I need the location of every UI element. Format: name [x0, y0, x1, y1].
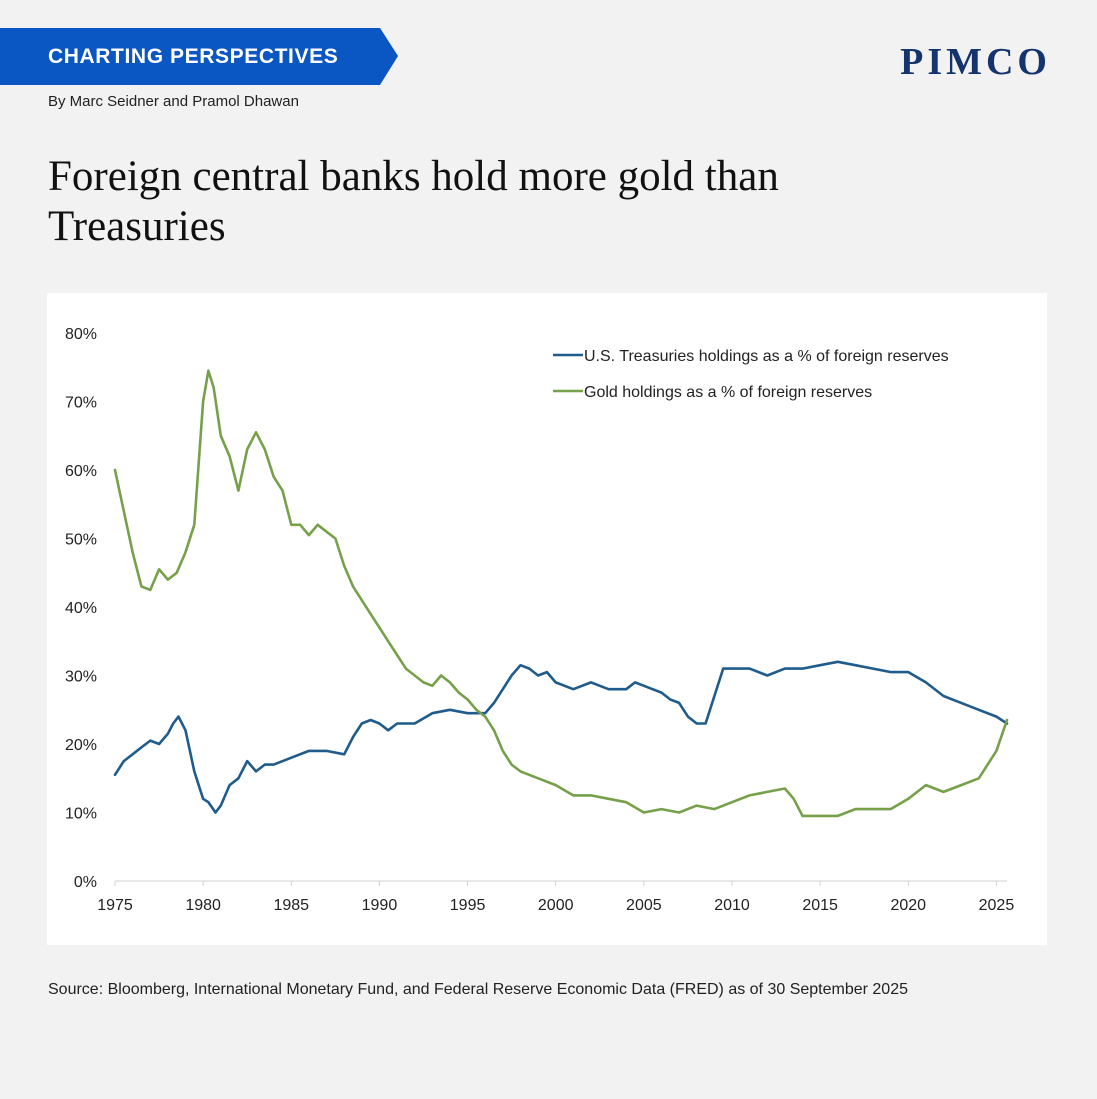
y-tick-label: 10%	[65, 806, 97, 823]
legend-label-gold: Gold holdings as a % of foreign reserves	[584, 384, 872, 401]
y-tick-label: 0%	[74, 874, 97, 891]
x-tick-label: 2010	[714, 897, 750, 914]
x-tick-label: 2015	[802, 897, 838, 914]
y-tick-label: 80%	[65, 326, 97, 343]
page-title: Foreign central banks hold more gold tha…	[48, 152, 1048, 252]
byline: By Marc Seidner and Pramol Dhawan	[48, 93, 299, 110]
treasuries-series-line	[113, 660, 1009, 814]
y-tick-label: 70%	[65, 395, 97, 412]
line-chart: 0% 10% 20% 30% 40% 50% 60% 70% 80% 1975 1980 1985 19…	[65, 326, 1015, 914]
y-tick-label: 50%	[65, 532, 97, 549]
x-tick-label: 1995	[450, 897, 486, 914]
legend-label-treasuries: U.S. Treasuries holdings as a % of forei…	[584, 348, 949, 365]
source-note: Source: Bloomberg, International Monetar…	[48, 981, 908, 998]
y-tick-label: 40%	[65, 600, 97, 617]
x-tick-label: 2005	[626, 897, 662, 914]
headline-line-2: Treasuries	[48, 203, 226, 250]
x-tick-label: 1975	[97, 897, 133, 914]
headline-line-1: Foreign central banks hold more gold tha…	[48, 153, 779, 200]
pimco-logo: PIMCO	[900, 41, 1051, 83]
banner-label: CHARTING PERSPECTIVES	[48, 45, 339, 68]
header-banner	[0, 28, 398, 85]
x-tick-label: 2000	[538, 897, 574, 914]
x-tick-label: 2025	[979, 897, 1015, 914]
x-tick-label: 1985	[273, 897, 309, 914]
x-tick-label: 1980	[185, 897, 221, 914]
x-tick-label: 1990	[362, 897, 398, 914]
x-tick-label: 2020	[890, 897, 926, 914]
y-tick-label: 20%	[65, 737, 97, 754]
chart-card: 0% 10% 20% 30% 40% 50% 60% 70% 80% 1975 1980 1985 19…	[47, 293, 1047, 945]
y-tick-label: 30%	[65, 669, 97, 686]
gold-series-line	[113, 369, 1009, 818]
y-tick-label: 60%	[65, 463, 97, 480]
